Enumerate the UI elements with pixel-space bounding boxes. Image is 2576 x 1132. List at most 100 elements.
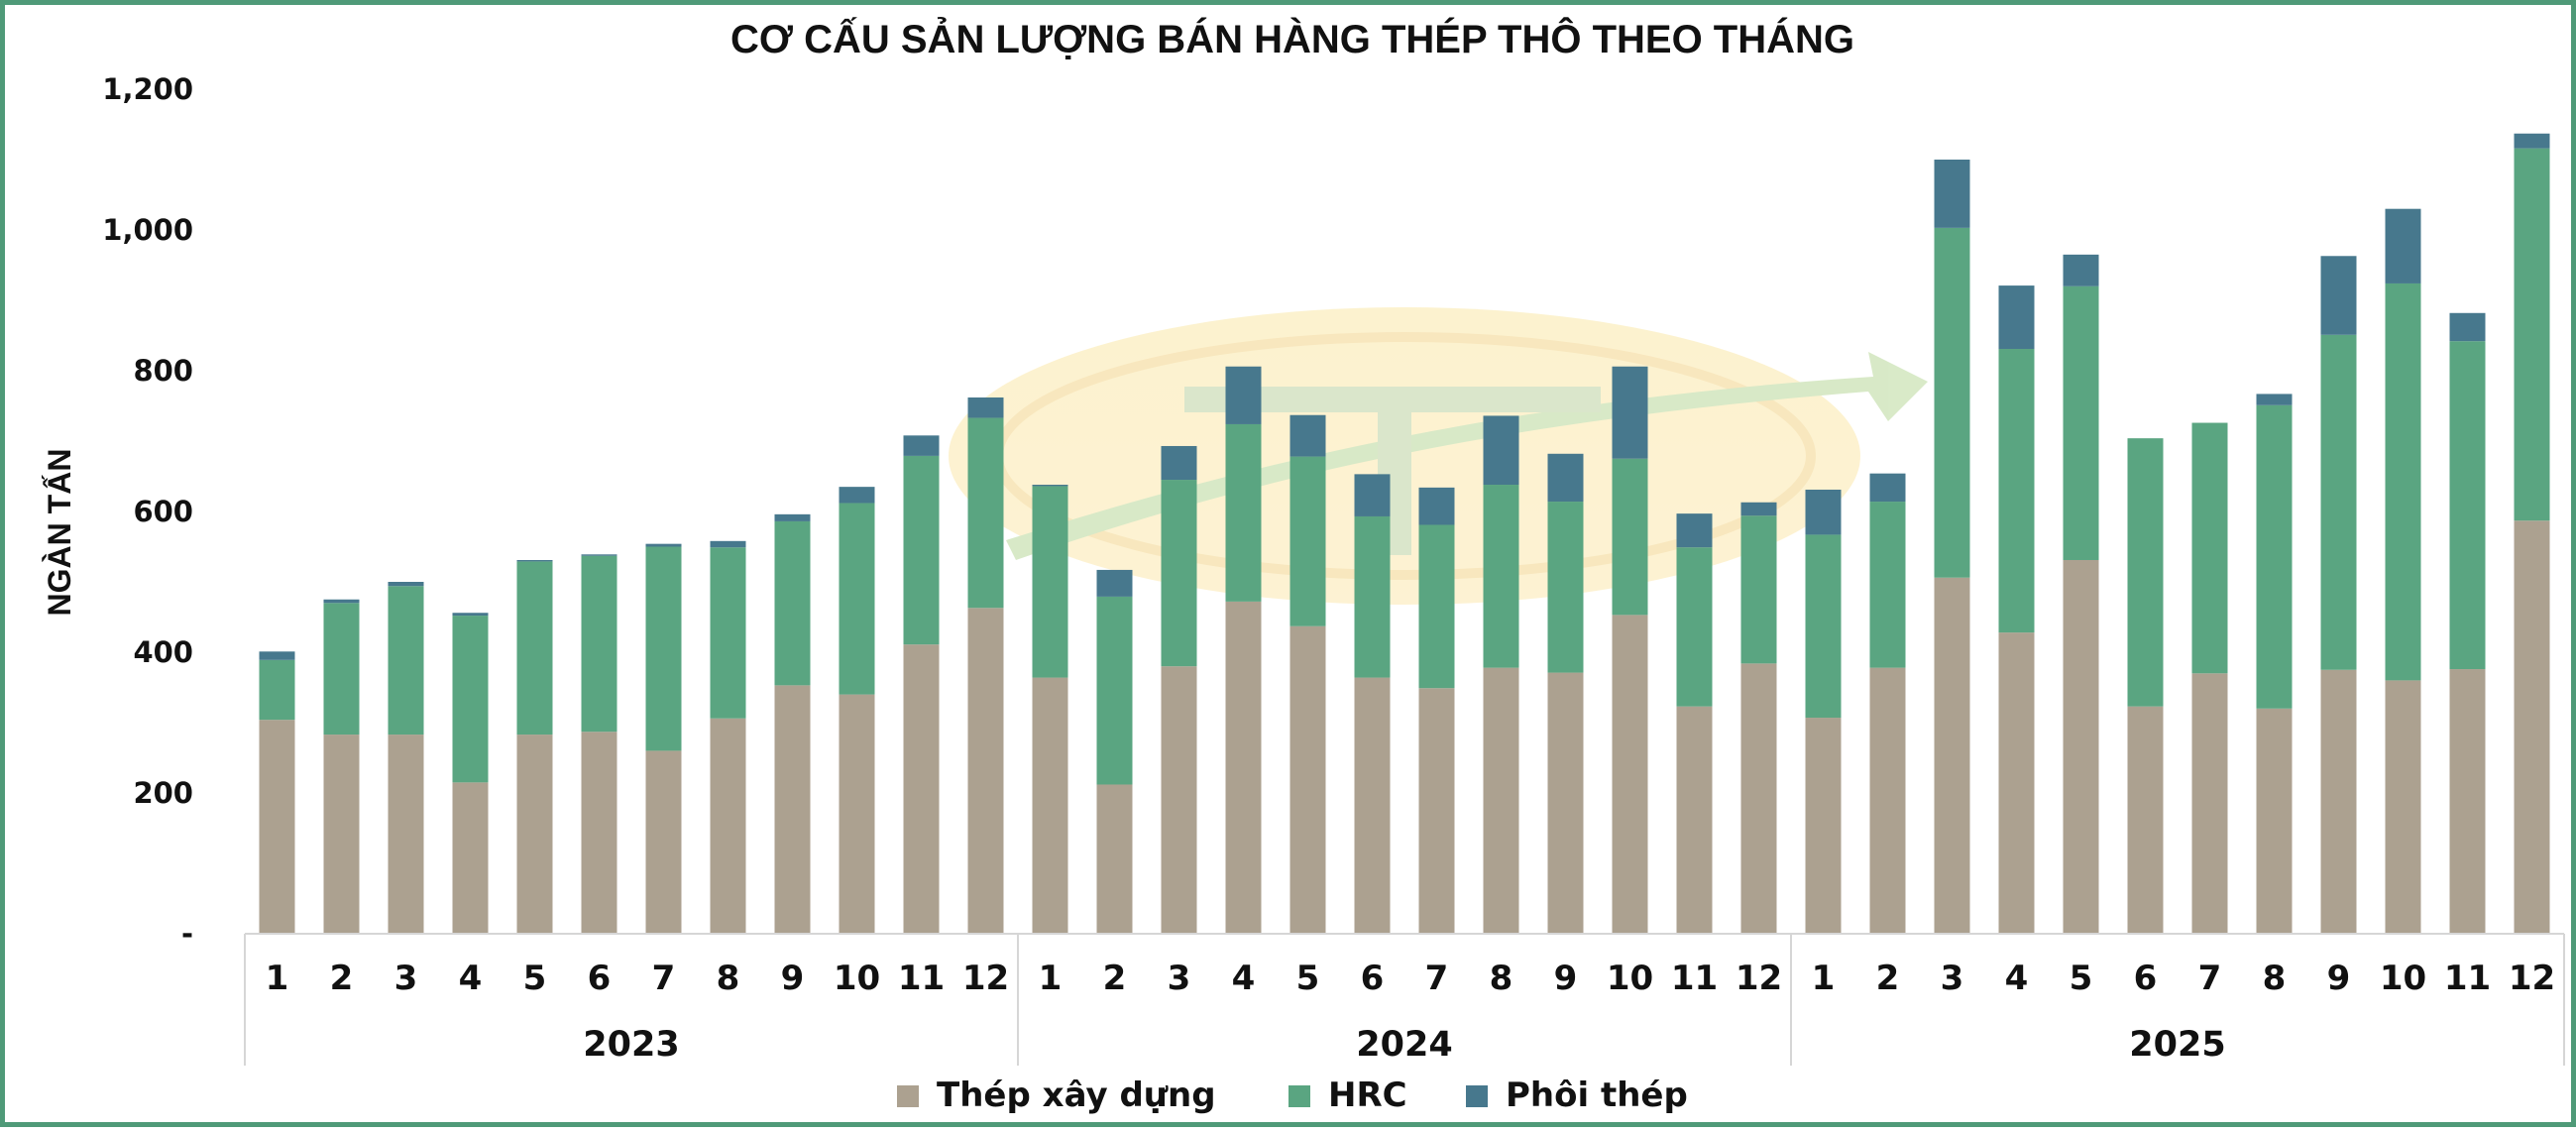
x-tick-label: 3 <box>1168 959 1191 998</box>
y-tick-label: 800 <box>133 354 193 388</box>
bar-segment-hrc <box>581 555 617 733</box>
year-group-label: 2023 <box>583 1025 679 1065</box>
x-tick-label: 7 <box>1425 959 1449 998</box>
x-tick-label: 6 <box>588 959 612 998</box>
x-tick-label: 2 <box>1103 959 1127 998</box>
bar-segment-hrc <box>1354 515 1391 678</box>
bar-segment-thep-xay-dung <box>1225 601 1262 934</box>
bar-segment-thep-xay-dung <box>259 720 295 934</box>
bar-segment-hrc <box>774 520 811 686</box>
x-tick-label: 12 <box>962 959 1009 998</box>
bar-segment-hrc <box>1612 458 1648 616</box>
bar-segment-thep-xay-dung <box>1805 718 1842 934</box>
bar-segment-thep-xay-dung <box>2191 673 2228 934</box>
bar-segment-phoi-thep <box>323 599 360 604</box>
bar-segment-thep-xay-dung <box>774 685 811 934</box>
bar-segment-thep-xay-dung <box>1998 632 2035 934</box>
x-tick-label: 10 <box>834 959 880 998</box>
bar-segment-phoi-thep <box>1934 160 1970 228</box>
x-tick-label: 1 <box>266 959 289 998</box>
x-tick-label: 4 <box>1232 959 1256 998</box>
bar-segment-hrc <box>388 586 424 736</box>
bar-segment-phoi-thep <box>1354 474 1391 516</box>
x-tick-label: 11 <box>898 959 945 998</box>
x-tick-label: 2 <box>1876 959 1900 998</box>
bar-segment-thep-xay-dung <box>2514 520 2550 934</box>
bar-segment-phoi-thep <box>2256 394 2293 405</box>
year-group-label: 2025 <box>2129 1025 2225 1065</box>
bar-segment-hrc <box>903 455 940 645</box>
x-tick-label: 7 <box>2198 959 2222 998</box>
bar-segment-thep-xay-dung <box>2320 669 2357 934</box>
bar-segment-hrc <box>839 503 875 695</box>
bar-segment-phoi-thep <box>1225 366 1262 424</box>
y-axis-label: NGÀN TẤN <box>42 449 77 617</box>
bar-segment-thep-xay-dung <box>1161 666 1197 934</box>
bar-segment-phoi-thep <box>1161 445 1197 481</box>
bar-segment-thep-xay-dung <box>1740 663 1777 934</box>
bar-segment-phoi-thep <box>1740 502 1777 516</box>
bar-segment-thep-xay-dung <box>1612 615 1648 934</box>
x-tick-label: 5 <box>1296 959 1320 998</box>
bar-segment-phoi-thep <box>1547 453 1584 503</box>
bar-segment-phoi-thep <box>967 396 1004 418</box>
x-tick-label: 6 <box>1361 959 1385 998</box>
bar-segment-hrc <box>452 616 489 783</box>
bar-segment-hrc <box>323 603 360 736</box>
x-tick-label: 3 <box>1941 959 1964 998</box>
bar-segment-phoi-thep <box>1032 485 1068 487</box>
x-tick-label: 4 <box>459 959 483 998</box>
legend-label: Phôi thép <box>1506 1075 1688 1115</box>
bar-segment-thep-xay-dung <box>452 782 489 934</box>
bar-segment-hrc <box>2320 334 2357 670</box>
bar-segment-phoi-thep <box>710 540 746 548</box>
x-tick-label: 3 <box>394 959 418 998</box>
y-tick-label: 1,000 <box>102 213 193 247</box>
bar-segment-phoi-thep <box>1869 473 1906 503</box>
x-tick-label: 8 <box>2263 959 2287 998</box>
x-tick-label: 12 <box>2509 959 2555 998</box>
legend-label: Thép xây dựng <box>937 1075 1216 1115</box>
bar-segment-thep-xay-dung <box>645 750 682 934</box>
x-tick-label: 10 <box>2380 959 2426 998</box>
bar-segment-thep-xay-dung <box>1354 677 1391 934</box>
legend-swatch <box>897 1085 919 1107</box>
bar-segment-hrc <box>2063 285 2099 560</box>
bar-segment-thep-xay-dung <box>1547 672 1584 934</box>
legend-swatch <box>1466 1085 1488 1107</box>
bar-segment-hrc <box>1676 547 1713 707</box>
bar-segment-phoi-thep <box>1483 415 1519 486</box>
x-tick-label: 11 <box>2444 959 2491 998</box>
bar-segment-phoi-thep <box>1289 414 1326 457</box>
bar-segment-phoi-thep <box>581 554 617 556</box>
bar-segment-thep-xay-dung <box>1032 677 1068 934</box>
legend-swatch <box>1288 1085 1310 1107</box>
x-tick-label: 9 <box>1554 959 1578 998</box>
x-tick-label: 7 <box>652 959 676 998</box>
bar-segment-phoi-thep <box>645 543 682 547</box>
x-tick-label: 6 <box>2134 959 2158 998</box>
bar-segment-phoi-thep <box>2514 133 2550 149</box>
bar-segment-phoi-thep <box>1998 285 2035 349</box>
y-tick-label: 200 <box>133 776 193 810</box>
bar-segment-hrc <box>1740 515 1777 664</box>
bar-segment-phoi-thep <box>2449 312 2486 342</box>
bar-segment-hrc <box>1032 486 1068 678</box>
x-tick-label: 9 <box>781 959 805 998</box>
bar-segment-phoi-thep <box>903 435 940 456</box>
bar-segment-thep-xay-dung <box>2385 680 2421 934</box>
x-tick-label: 10 <box>1607 959 1653 998</box>
bar-segment-hrc <box>2127 438 2164 707</box>
y-tick-label: 1,200 <box>102 72 193 106</box>
bar-segment-hrc <box>1418 524 1455 689</box>
bar-segment-thep-xay-dung <box>1418 688 1455 934</box>
bar-segment-hrc <box>1805 534 1842 719</box>
bar-segment-hrc <box>967 417 1004 609</box>
bar-segment-thep-xay-dung <box>1934 577 1970 934</box>
year-group-label: 2024 <box>1356 1025 1452 1065</box>
bar-segment-hrc <box>645 546 682 751</box>
bar-segment-hrc <box>516 561 553 736</box>
bar-segment-hrc <box>2385 283 2421 681</box>
